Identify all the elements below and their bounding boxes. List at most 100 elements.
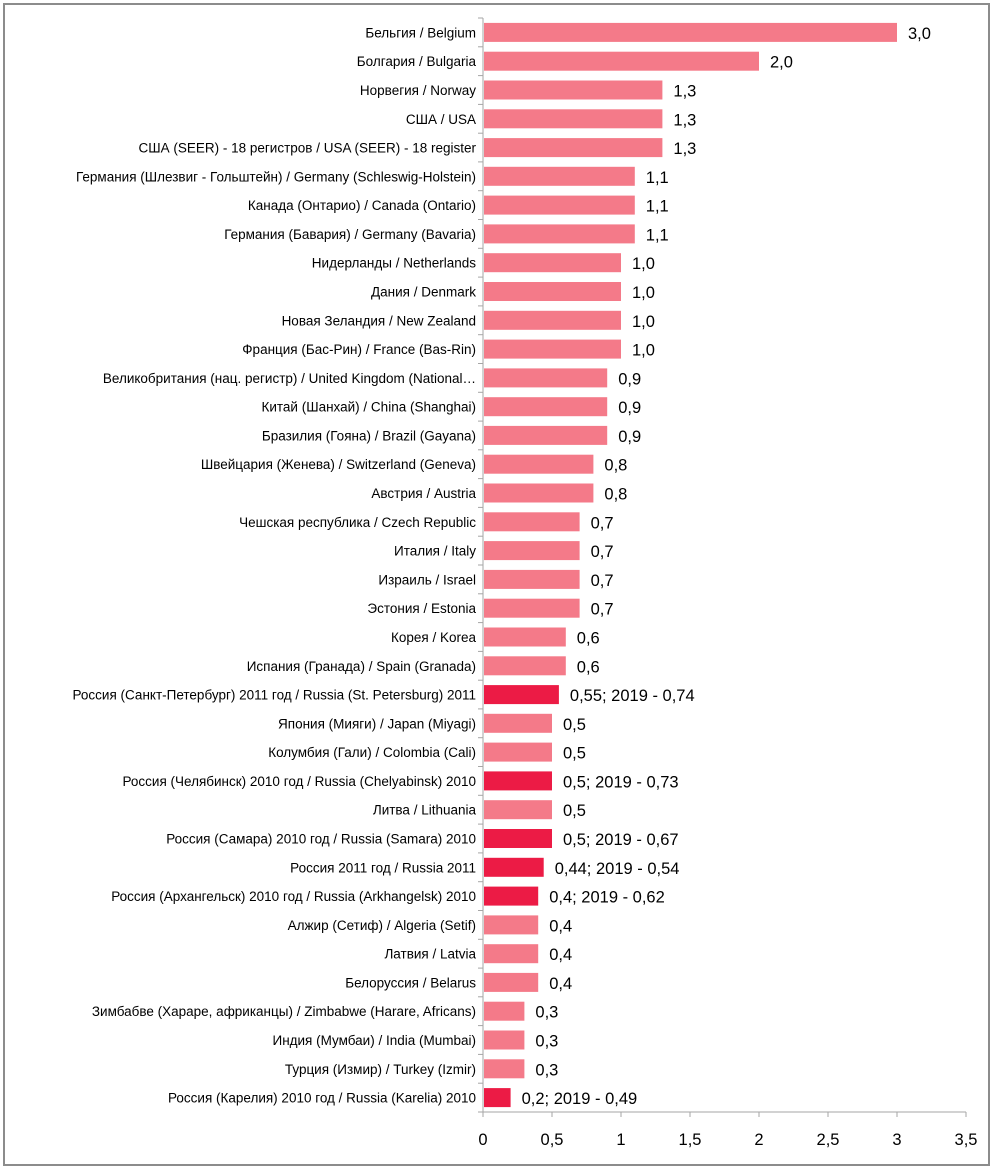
data-label: 0,3 [535, 1033, 558, 1051]
bar [484, 857, 544, 877]
bar [484, 829, 552, 848]
category-label: Корея / Korea [391, 630, 476, 645]
category-label: Великобритания (нац. регистр) / United K… [103, 371, 476, 386]
x-tick-label: 0 [478, 1131, 487, 1149]
category-label: Россия (Санкт-Петербург) 2011 год / Russ… [73, 688, 476, 703]
data-label: 0,8 [604, 486, 627, 504]
data-label: 1,3 [673, 83, 696, 101]
category-label: Литва / Lithuania [373, 803, 477, 818]
category-label: Канада (Онтарио) / Canada (Ontario) [248, 198, 476, 213]
data-label: 0,7 [591, 572, 614, 590]
data-label: 3,0 [908, 25, 931, 43]
category-label: Алжир (Сетиф) / Algeria (Setif) [288, 918, 476, 933]
data-label: 1,3 [673, 111, 696, 129]
category-label: Индия (Мумбаи) / India (Mumbai) [272, 1033, 476, 1048]
category-label: Турция (Измир) / Turkey (Izmir) [285, 1062, 476, 1077]
bar [484, 1059, 525, 1079]
x-tick-label: 3,5 [955, 1131, 978, 1149]
bar [484, 224, 635, 244]
category-label: Россия 2011 год / Russia 2011 [290, 860, 476, 875]
bar [484, 742, 552, 762]
category-label: Нидерланды / Netherlands [312, 256, 476, 271]
bar [484, 541, 580, 561]
data-label: 1,1 [646, 226, 669, 244]
category-label: Новая Зеландия / New Zealand [282, 313, 476, 328]
data-label: 1,0 [632, 342, 655, 360]
category-label: Эстония / Estonia [367, 601, 476, 616]
category-label: США (SEER) - 18 регистров / USA (SEER) -… [138, 141, 476, 156]
bar [484, 1088, 511, 1108]
bar [484, 800, 552, 820]
bar [484, 569, 580, 589]
data-label: 0,4; 2019 - 0,62 [549, 889, 665, 907]
category-label: США / USA [406, 112, 476, 127]
data-label: 0,5 [563, 745, 586, 763]
bar [484, 656, 566, 676]
bar [484, 425, 608, 445]
bar [484, 397, 608, 417]
x-tick-label: 0,5 [541, 1131, 564, 1149]
bar [484, 22, 897, 42]
data-label: 0,7 [591, 514, 614, 532]
bar [484, 713, 552, 733]
data-label: 0,9 [618, 399, 641, 417]
category-label: Белоруссия / Belarus [345, 975, 476, 990]
category-label: Германия (Бавария) / Germany (Bavaria) [224, 227, 476, 242]
category-label: Швейцария (Женева) / Switzerland (Geneva… [201, 457, 476, 472]
category-label: Австрия / Austria [371, 486, 476, 501]
data-label: 1,1 [646, 198, 669, 216]
data-label: 0,3 [535, 1004, 558, 1022]
category-label: Испания (Гранада) / Spain (Granada) [247, 659, 476, 674]
data-label: 0,4 [549, 917, 572, 935]
x-tick-label: 2 [754, 1131, 763, 1149]
data-label: 0,7 [591, 601, 614, 619]
bar [484, 368, 608, 388]
data-label: 0,2; 2019 - 0,49 [522, 1090, 638, 1108]
category-label: Россия (Карелия) 2010 год / Russia (Kare… [168, 1091, 476, 1106]
bar [484, 166, 635, 186]
bar [484, 685, 559, 705]
bar [484, 483, 594, 503]
bar [484, 80, 663, 100]
category-label: Германия (Шлезвиг - Гольштейн) / Germany… [76, 169, 476, 184]
category-label: Китай (Шанхай) / China (Shanghai) [261, 400, 476, 415]
category-label: Россия (Самара) 2010 год / Russia (Samar… [166, 832, 476, 847]
data-label: 0,5 [563, 802, 586, 820]
bar [484, 109, 663, 129]
category-label: Италия / Italy [394, 544, 476, 559]
category-label: Бразилия (Гояна) / Brazil (Gayana) [262, 428, 476, 443]
data-label: 0,6 [577, 658, 600, 676]
data-label: 0,4 [549, 975, 572, 993]
data-label: 0,55; 2019 - 0,74 [570, 687, 695, 705]
bar [484, 51, 759, 71]
bar [484, 339, 621, 359]
labels-group: Бельгия / Belgium 3,0 Болгария / Bulgaria 2… [73, 25, 931, 1108]
bar [484, 944, 539, 964]
data-label: 1,0 [632, 313, 655, 331]
data-label: 0,7 [591, 543, 614, 561]
bar [484, 771, 552, 791]
category-label: Япония (Мияги) / Japan (Miyagi) [278, 716, 476, 731]
bar [484, 1001, 525, 1021]
data-label: 0,4 [549, 946, 572, 964]
category-label: Колумбия (Гали) / Colombia (Cali) [268, 745, 476, 760]
data-label: 1,1 [646, 169, 669, 187]
data-label: 2,0 [770, 54, 793, 72]
x-tick-label: 2,5 [817, 1131, 840, 1149]
data-label: 0,5; 2019 - 0,67 [563, 831, 679, 849]
axes-group: 0 0,5 1 1,5 2 2,5 3 3,5 [478, 17, 978, 1149]
data-label: 1,0 [632, 255, 655, 273]
bar [484, 310, 621, 330]
data-label: 1,0 [632, 284, 655, 302]
bar [484, 195, 635, 215]
data-label: 0,9 [618, 370, 641, 388]
category-label: Болгария / Bulgaria [357, 54, 477, 69]
bar [484, 512, 580, 532]
data-label: 1,3 [673, 140, 696, 158]
category-label: Россия (Архангельск) 2010 год / Russia (… [111, 889, 476, 904]
bar [484, 253, 621, 273]
category-label: Чешская республика / Czech Republic [239, 515, 476, 530]
x-tick-label: 1,5 [679, 1131, 702, 1149]
bar [484, 972, 539, 992]
